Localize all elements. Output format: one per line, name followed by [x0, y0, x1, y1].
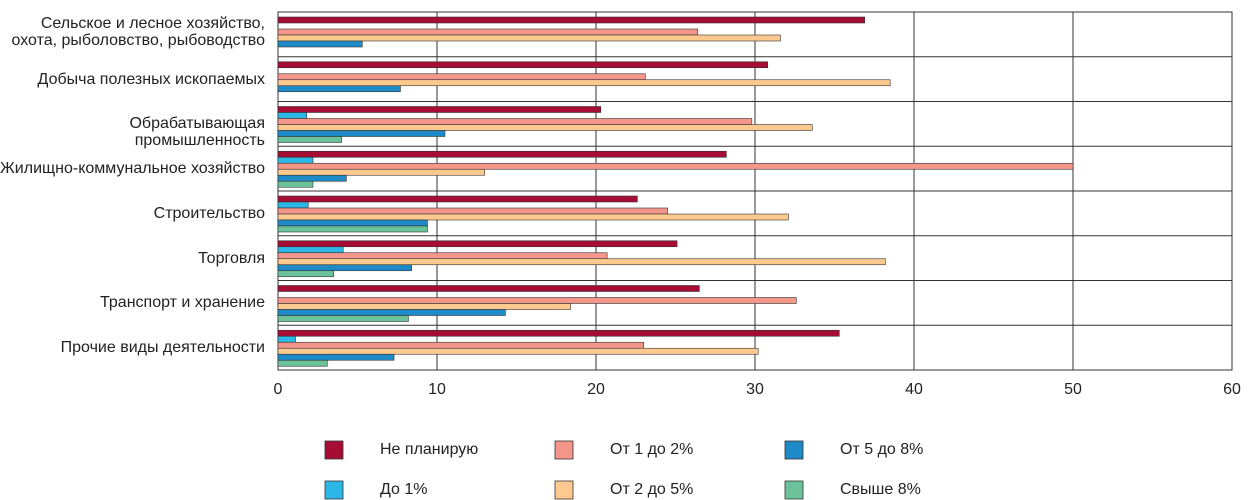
x-tick-label: 50 [1064, 381, 1082, 398]
bar [277, 240, 678, 248]
bar [277, 225, 428, 233]
bar [277, 130, 446, 137]
x-tick-label: 10 [428, 381, 446, 398]
bar [277, 219, 428, 227]
x-tick-label: 30 [746, 381, 764, 398]
bar [277, 252, 608, 260]
bar [277, 162, 1074, 170]
bar [277, 341, 645, 349]
bar [277, 61, 769, 69]
legend-swatch [784, 440, 804, 460]
bar [277, 106, 602, 113]
legend-label: От 1 до 2% [610, 441, 693, 458]
legend-swatch [784, 480, 804, 500]
bar [277, 168, 485, 176]
bar [277, 297, 797, 304]
bar [277, 79, 891, 87]
bar [277, 85, 401, 93]
bar [277, 353, 395, 361]
bar [277, 34, 781, 42]
legend-label: До 1% [380, 481, 427, 498]
bar [277, 201, 309, 209]
bar [277, 16, 866, 24]
bar [277, 136, 342, 143]
y-tick-label: Обрабатывающая промышленность [129, 115, 265, 150]
legend-swatch [554, 440, 574, 460]
legend-label: Свыше 8% [840, 481, 921, 498]
legend-label: От 5 до 8% [840, 441, 923, 458]
legend-label: Не планирую [380, 441, 478, 458]
y-tick-label: Строительство [153, 204, 265, 222]
legend-swatch [554, 480, 574, 500]
bar [277, 303, 571, 310]
bar [277, 112, 307, 119]
legend-swatch [324, 440, 344, 460]
bar [277, 213, 789, 221]
bar [277, 335, 296, 343]
bar [277, 207, 668, 215]
bar [277, 315, 409, 322]
x-tick-label: 40 [905, 381, 923, 398]
bar [277, 246, 344, 254]
bar [277, 195, 638, 203]
bar [277, 28, 699, 36]
bar [277, 180, 314, 188]
bar [277, 264, 412, 272]
bar [277, 174, 347, 182]
bar [277, 309, 506, 316]
bar [277, 285, 700, 292]
legend-label: От 2 до 5% [610, 481, 693, 498]
bar [277, 124, 813, 131]
bar [277, 40, 363, 48]
bar [277, 150, 727, 158]
bar [277, 270, 334, 278]
bar [277, 258, 886, 266]
y-tick-label: Добыча полезных ископаемых [37, 70, 265, 88]
legend-swatch [324, 480, 344, 500]
y-tick-label: Жилищно-коммунальное хозяйство [0, 160, 265, 178]
x-tick-label: 0 [274, 381, 283, 398]
x-tick-label: 20 [587, 381, 605, 398]
bar [277, 359, 328, 367]
y-tick-label: Прочие виды деятельности [60, 339, 265, 357]
bar [277, 329, 840, 337]
y-tick-label: Торговля [198, 249, 265, 267]
y-tick-label: Сельское и лесное хозяйство, охота, рыбо… [11, 15, 265, 50]
bar [277, 73, 646, 81]
bar [277, 156, 314, 164]
x-tick-label: 60 [1223, 381, 1241, 398]
bar [277, 118, 753, 125]
bar [277, 347, 759, 355]
y-tick-label: Транспорт и хранение [100, 294, 265, 312]
